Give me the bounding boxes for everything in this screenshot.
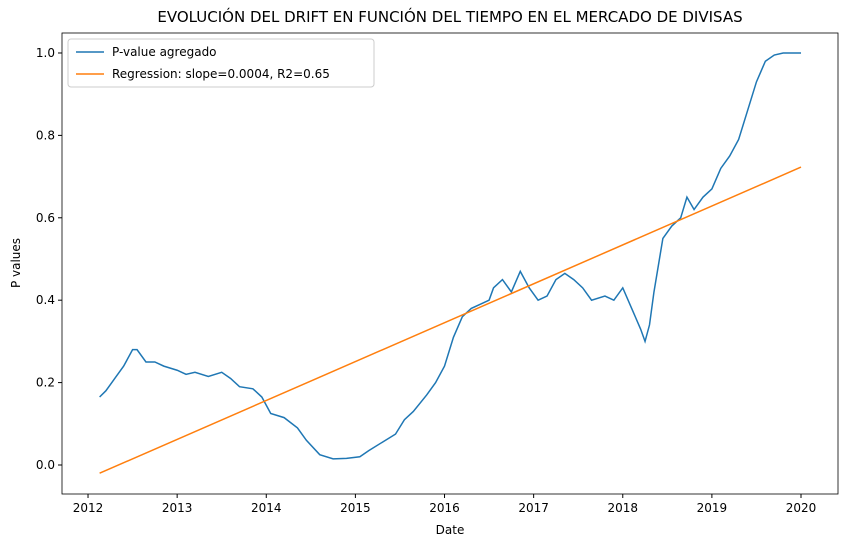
y-tick-label: 0.0 bbox=[36, 458, 55, 472]
y-tick-label: 1.0 bbox=[36, 46, 55, 60]
x-tick-label: 2017 bbox=[518, 501, 549, 515]
x-tick-label: 2014 bbox=[251, 501, 282, 515]
x-tick-label: 2012 bbox=[73, 501, 104, 515]
legend-label: Regression: slope=0.0004, R2=0.65 bbox=[112, 67, 330, 81]
x-tick-label: 2015 bbox=[340, 501, 371, 515]
y-tick-label: 0.4 bbox=[36, 293, 55, 307]
data-line bbox=[99, 52, 802, 460]
data-line bbox=[99, 166, 802, 474]
x-tick-label: 2013 bbox=[162, 501, 193, 515]
chart-title: EVOLUCIÓN DEL DRIFT EN FUNCIÓN DEL TIEMP… bbox=[157, 7, 742, 26]
y-axis-label: P values bbox=[9, 238, 23, 288]
legend-label: P-value agregado bbox=[112, 45, 217, 59]
y-tick-label: 0.8 bbox=[36, 128, 55, 142]
x-tick-label: 2018 bbox=[607, 501, 638, 515]
x-tick-label: 2016 bbox=[429, 501, 460, 515]
x-tick-label: 2020 bbox=[786, 501, 817, 515]
x-axis-label: Date bbox=[436, 523, 465, 537]
plot-frame bbox=[61, 32, 839, 495]
y-tick-label: 0.6 bbox=[36, 211, 55, 225]
y-tick-label: 0.2 bbox=[36, 376, 55, 390]
x-tick-label: 2019 bbox=[697, 501, 728, 515]
legend-box bbox=[67, 38, 375, 88]
